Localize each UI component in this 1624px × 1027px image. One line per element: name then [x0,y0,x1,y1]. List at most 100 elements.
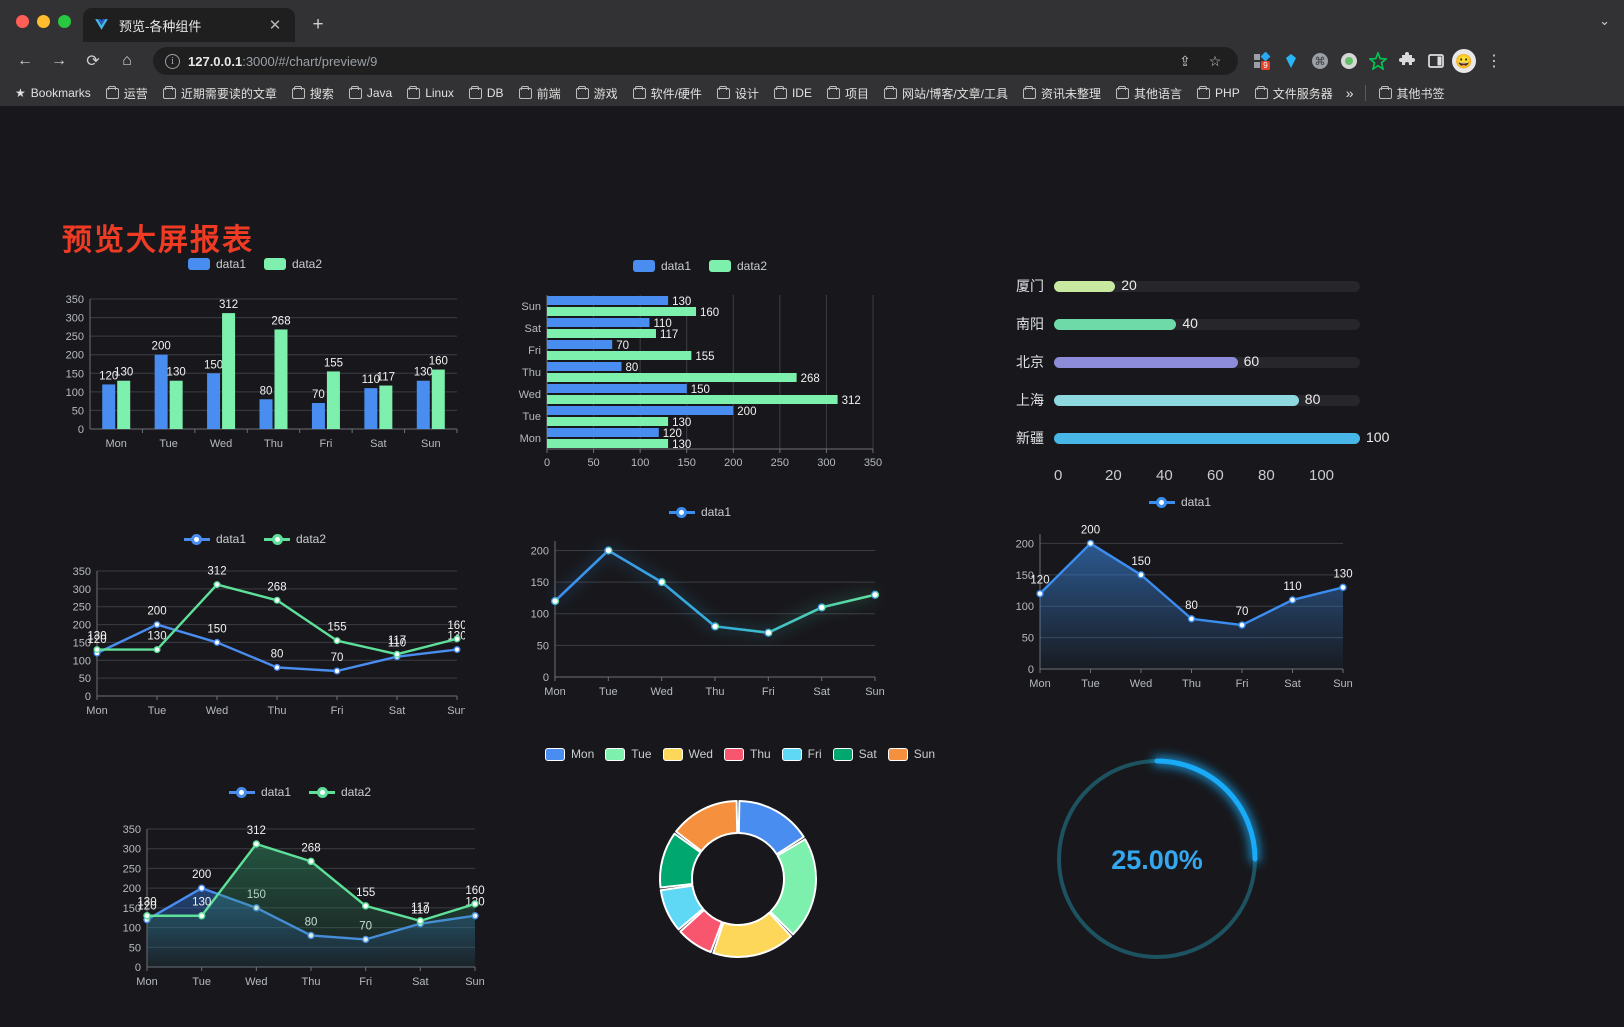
close-tab-button[interactable]: ✕ [268,16,282,34]
close-window-button[interactable] [16,14,29,28]
legend-swatch [709,260,731,272]
legend-item[interactable]: data2 [264,532,326,546]
bookmark-star-icon[interactable]: ☆ [1208,52,1222,69]
legend-item[interactable]: Mon [544,747,594,761]
maximize-window-button[interactable] [58,14,71,28]
svg-text:9: 9 [1263,61,1268,70]
folder-icon [883,85,897,99]
stacked-area-chart-legend[interactable]: data1 data2 [95,785,505,799]
bookmark-folder[interactable]: DB [463,83,510,103]
data-point [1036,589,1044,598]
legend-item[interactable]: data1 [183,532,246,546]
grid-extension-icon[interactable]: 9 [1249,48,1275,74]
bar [379,385,393,429]
site-info-icon[interactable]: i [165,53,180,69]
city-progress-value: 80 [1304,390,1321,407]
browser-menu-button[interactable]: ⋮ [1486,53,1502,70]
bookmark-folder-label: 资讯未整理 [1041,86,1102,101]
chart-text: 120 [663,428,682,440]
bookmark-folder[interactable]: 文件服务器 [1249,82,1339,105]
legend-item[interactable]: Sat [832,747,877,761]
star-extension-icon[interactable] [1365,48,1391,74]
legend-item[interactable]: data1 [1148,495,1211,509]
line-chart-two-series-panel: data1 data2 0 50 100 150 200 250 300 350 Mon Tue We… [45,532,467,746]
command-extension-icon[interactable]: ⌘ [1307,48,1333,74]
chart-text: 155 [327,622,346,634]
home-button[interactable]: ⌂ [122,52,132,69]
legend-line-marker [183,533,210,545]
chart-text: 312 [842,395,861,407]
chart-text: 80 [1185,600,1198,612]
bookmark-folder[interactable]: 项目 [821,82,875,105]
diamond-extension-icon[interactable] [1278,48,1304,74]
legend-item[interactable]: Sun [887,747,935,761]
legend-item[interactable]: data2 [709,259,767,273]
address-bar[interactable]: i 127.0.0.1:3000/#/chart/preview/9 ⇪ ☆ [153,47,1238,75]
browser-tab[interactable]: 预览-各种组件 ✕ [83,8,295,42]
profile-avatar[interactable]: 😀 [1452,49,1476,73]
bar [547,296,669,305]
svg-text:⌘: ⌘ [1315,56,1326,68]
bookmark-folder[interactable]: PHP [1191,83,1246,103]
city-progress-track: 20 [1054,277,1360,293]
puzzle-extensions-icon[interactable] [1394,48,1420,74]
legend-item[interactable]: Fri [781,747,822,761]
city-progress-label: 新疆 [1016,430,1044,446]
reload-button[interactable]: ⟳ [86,53,100,70]
legend-line-marker [1148,496,1175,508]
chart-text: 150 [1016,570,1034,582]
chart-text: Fri [331,705,344,717]
legend-item[interactable]: data1 [187,257,246,271]
legend-item[interactable]: data2 [309,785,371,799]
donut-pie-chart-legend[interactable]: Mon Tue Wed Thu Fri Sat Sun [540,747,940,761]
bookmark-folder[interactable]: 搜索 [286,82,340,105]
bookmark-folder[interactable]: 游戏 [570,82,624,105]
bookmark-folder[interactable]: 运营 [100,82,154,105]
bookmark-folder[interactable]: 资讯未整理 [1017,82,1107,105]
horizontal-bar-chart-legend[interactable]: data1 data2 [505,259,895,273]
folder-icon [716,85,730,99]
legend-item[interactable]: Tue [605,747,652,761]
stacked-area-chart: 0 50 100 150 200 250 300 350 Mon Tue Wed Thu Fri Sat S… [123,824,485,988]
legend-label: data2 [737,259,768,273]
back-button[interactable]: ← [17,52,33,69]
other-bookmarks-folder[interactable]: 其他书签 [1373,82,1451,105]
bookmark-folder[interactable]: Linux [401,83,460,103]
bookmark-folder[interactable]: 软件/硬件 [627,82,708,105]
bookmarks-overflow-button[interactable]: » [1345,85,1354,101]
legend-item[interactable]: Wed [662,747,713,761]
vertical-bar-chart-legend[interactable]: data1 data2 [45,257,465,271]
bookmark-folder[interactable]: 设计 [711,82,765,105]
new-tab-button[interactable]: + [312,14,324,35]
bookmark-folder[interactable]: Java [343,83,398,103]
bookmark-folder[interactable]: 其他语言 [1110,82,1188,105]
share-icon[interactable]: ⇪ [1179,52,1191,69]
legend-item[interactable]: data1 [228,785,291,799]
chart-text: 130 [672,439,691,451]
window-controls[interactable] [10,0,83,42]
forward-button[interactable]: → [51,52,67,69]
legend-item[interactable]: data1 [668,505,731,519]
smooth-glow-line-chart-legend[interactable]: data1 [500,505,900,519]
city-progress-fill [1054,318,1177,330]
chart-text: Mon [106,438,127,450]
bookmarks-manager-item[interactable]: ★ Bookmarks [9,83,97,103]
line-chart-two-series-legend[interactable]: data1 data2 [45,532,465,546]
side-panel-icon[interactable] [1423,48,1449,74]
legend-item[interactable]: Thu [723,747,771,761]
minimize-window-button[interactable] [37,14,50,28]
legend-item[interactable]: data1 [632,259,691,273]
circle-extension-icon[interactable] [1336,48,1362,74]
chevron-down-icon[interactable]: ⌄ [1599,13,1610,28]
legend-item[interactable]: data2 [264,257,322,271]
chart-text: 130 [192,897,211,909]
bookmark-folder[interactable]: 近期需要读的文章 [157,82,283,105]
bookmark-folder[interactable]: 前端 [513,82,567,105]
axis-tick-label: 20 [1105,467,1122,484]
bar [547,362,622,371]
bookmark-folder[interactable]: 网站/博客/文章/工具 [878,82,1014,105]
dashboard-page: 预览大屏报表 data1 data2 0 50 100 150 200 250 300 350 M… [0,107,1624,1027]
chart-text: Sun [421,438,441,450]
bookmark-folder[interactable]: IDE [768,83,818,103]
area-line-chart-legend[interactable]: data1 [985,495,1375,509]
